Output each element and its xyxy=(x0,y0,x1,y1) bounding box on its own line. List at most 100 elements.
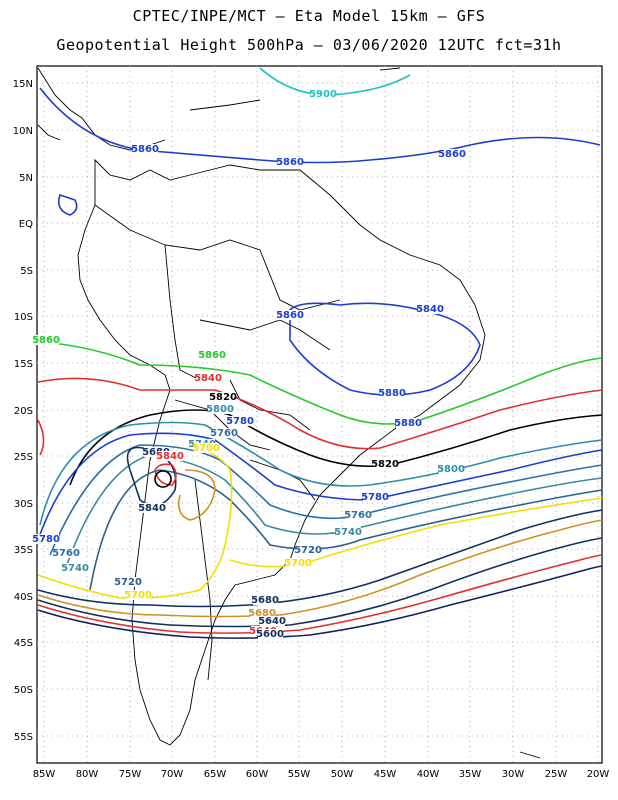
contour-label: 5820 xyxy=(371,459,399,470)
contour-label: 5760 xyxy=(210,428,238,439)
contour-label-bg xyxy=(228,416,253,426)
lon-label: 30W xyxy=(502,769,525,780)
contour-label: 5820 xyxy=(209,392,237,403)
contours xyxy=(37,67,603,639)
low-center xyxy=(154,470,172,488)
contour-label-bg xyxy=(418,304,443,314)
contour-label: 5680 xyxy=(142,447,170,458)
contour-label: 5840 xyxy=(194,373,222,384)
contour-label: 5780 xyxy=(361,492,389,503)
contour-label: 5600 xyxy=(256,629,284,640)
contour-5800 xyxy=(39,421,603,526)
contour-label: 5900 xyxy=(309,89,337,100)
lat-label: 20S xyxy=(14,406,33,417)
lat-label: 55S xyxy=(14,732,33,743)
contour-label-bg xyxy=(54,548,79,558)
lat-label: 5S xyxy=(20,266,33,277)
contour-5740 xyxy=(64,454,603,571)
contour-label: 5860 xyxy=(198,350,226,361)
contour-label-bg xyxy=(140,503,165,513)
contour-label-bg xyxy=(286,558,311,568)
contour-label-bg xyxy=(200,350,225,360)
contour-5840 xyxy=(37,377,603,450)
map-title: CPTEC/INPE/MCT – Eta Model 15km – GFS xyxy=(132,7,486,25)
contour-5820 xyxy=(69,409,603,486)
contour-label: 5740 xyxy=(334,527,362,538)
contour-5620 xyxy=(37,554,603,634)
contour-5660 xyxy=(37,519,603,618)
lat-label: 30S xyxy=(14,499,33,510)
lat-label: 5N xyxy=(19,173,33,184)
contour-label: 5680 xyxy=(251,595,279,606)
contour-label-bg xyxy=(278,310,303,320)
contour-label: 5860 xyxy=(438,149,466,160)
lon-label: 80W xyxy=(76,769,99,780)
contour-label: 5780 xyxy=(226,416,254,427)
contour-5640-inner xyxy=(177,469,216,521)
lon-label: 35W xyxy=(459,769,482,780)
contour-labels: 5900586058605860586058405880586058605860… xyxy=(32,89,466,640)
contour-5860-green xyxy=(37,341,603,425)
contour-label-bg xyxy=(34,335,59,345)
longitude-labels: 85W 80W 75W 70W 65W 60W 55W 50W 45W 40W 35W 30W 25W 2… xyxy=(33,769,610,780)
contour-label-bg xyxy=(380,388,405,398)
contour-label-bg xyxy=(278,157,303,167)
contour-label: 5740 xyxy=(61,563,89,574)
contour-label-bg xyxy=(116,577,141,587)
map-frame xyxy=(36,65,603,764)
contour-label: 5800 xyxy=(437,464,465,475)
contour-label-bg xyxy=(126,590,151,600)
contour-5640 xyxy=(37,537,603,628)
contour-5700 xyxy=(37,451,603,600)
contour-label: 5880 xyxy=(394,418,422,429)
lon-label: 85W xyxy=(33,769,56,780)
contour-label-bg xyxy=(253,595,278,605)
contour-label: 5840 xyxy=(416,304,444,315)
contour-5680 xyxy=(37,509,603,608)
contour-label: 5700 xyxy=(192,443,220,454)
contour-label: 5720 xyxy=(114,577,142,588)
contour-label: 5880 xyxy=(378,388,406,399)
contour-label-bg xyxy=(440,149,465,159)
contour-label-bg xyxy=(311,89,336,99)
contour-label: 5840 xyxy=(156,451,184,462)
lat-label: 25S xyxy=(14,452,33,463)
contour-label: 5780 xyxy=(32,534,60,545)
latitude-labels: 15N 10N 5N EQ 5S 10S 15S 20S 25S 30S 35S 40S 45S 50S 5… xyxy=(13,79,33,743)
contour-label-bg xyxy=(373,459,398,469)
contour-label: 5860 xyxy=(276,310,304,321)
lon-label: 50W xyxy=(331,769,354,780)
lat-label: 50S xyxy=(14,685,33,696)
contour-label-bg xyxy=(211,392,236,402)
map-subtitle: Geopotential Height 500hPa – 03/06/2020 … xyxy=(56,36,562,54)
contour-5660-low xyxy=(154,463,177,486)
lon-label: 40W xyxy=(417,769,440,780)
contour-label-bg xyxy=(260,616,285,626)
contour-5880-loop xyxy=(289,302,481,396)
contour-label-bg xyxy=(250,608,275,618)
lat-label: 10S xyxy=(14,312,33,323)
contour-label-bg xyxy=(336,527,361,537)
contour-5880-small xyxy=(57,193,78,216)
lon-label: 25W xyxy=(545,769,568,780)
contour-label: 5640 xyxy=(258,616,286,627)
lat-label: 40S xyxy=(14,592,33,603)
contour-label-bg xyxy=(144,447,169,457)
contour-label: 5700 xyxy=(124,590,152,601)
contour-5840-west xyxy=(37,419,45,456)
contour-label-bg xyxy=(258,629,283,639)
lon-label: 60W xyxy=(246,769,269,780)
contour-label-bg xyxy=(396,418,421,428)
lon-label: 45W xyxy=(374,769,397,780)
contour-label: 5800 xyxy=(206,404,234,415)
contour-label-bg xyxy=(346,510,371,520)
contour-label-bg xyxy=(363,492,388,502)
lon-label: 70W xyxy=(161,769,184,780)
contour-label: 5760 xyxy=(344,510,372,521)
lat-label: EQ xyxy=(19,219,33,230)
contour-label: 5720 xyxy=(294,545,322,556)
lon-label: 55W xyxy=(288,769,311,780)
contour-5780 xyxy=(37,432,603,541)
contour-label-bg xyxy=(439,464,464,474)
